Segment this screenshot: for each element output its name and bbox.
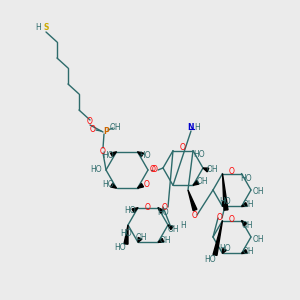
Text: OH: OH <box>159 236 171 245</box>
Polygon shape <box>242 202 247 206</box>
Text: OH: OH <box>109 122 121 131</box>
Text: S: S <box>43 23 49 32</box>
Polygon shape <box>193 181 199 185</box>
Text: HO: HO <box>114 244 126 253</box>
Polygon shape <box>223 202 226 206</box>
Polygon shape <box>110 184 116 188</box>
Text: OH: OH <box>243 200 254 209</box>
Text: H: H <box>180 220 186 230</box>
Polygon shape <box>158 238 164 242</box>
Polygon shape <box>188 190 197 211</box>
Text: O: O <box>150 166 156 175</box>
Text: OH: OH <box>243 247 254 256</box>
Text: HO: HO <box>220 244 231 253</box>
Text: OH: OH <box>252 188 264 196</box>
Text: HO: HO <box>220 197 231 206</box>
Text: HO: HO <box>157 208 169 217</box>
Text: OH: OH <box>135 233 147 242</box>
Text: O: O <box>217 214 223 223</box>
Polygon shape <box>132 208 138 212</box>
Text: O: O <box>192 211 198 220</box>
Text: HO: HO <box>193 150 205 159</box>
Polygon shape <box>137 184 143 188</box>
Polygon shape <box>110 152 116 157</box>
Text: HO: HO <box>140 151 151 160</box>
Text: O: O <box>100 146 106 155</box>
Text: O: O <box>229 167 235 176</box>
Text: OH: OH <box>242 221 253 230</box>
Text: OH: OH <box>196 177 208 186</box>
Polygon shape <box>138 237 142 242</box>
Polygon shape <box>137 152 143 157</box>
Text: OH: OH <box>252 235 264 244</box>
Polygon shape <box>168 225 173 230</box>
Text: N: N <box>188 124 194 133</box>
Polygon shape <box>242 220 247 226</box>
Text: H: H <box>35 23 41 32</box>
Text: HO: HO <box>90 166 102 175</box>
Text: OH: OH <box>167 224 179 233</box>
Text: OH: OH <box>206 166 218 175</box>
Polygon shape <box>213 220 223 255</box>
Text: O: O <box>229 215 235 224</box>
Text: O: O <box>152 166 158 175</box>
Text: HO: HO <box>103 180 114 189</box>
Polygon shape <box>158 208 164 213</box>
Text: O: O <box>87 118 93 127</box>
Polygon shape <box>242 250 247 254</box>
Text: P: P <box>103 128 109 136</box>
Text: HO: HO <box>241 174 252 183</box>
Polygon shape <box>223 173 228 210</box>
Polygon shape <box>124 225 128 244</box>
Text: O: O <box>162 202 168 211</box>
Text: O: O <box>145 202 151 211</box>
Text: HO: HO <box>124 206 136 215</box>
Text: H: H <box>194 122 200 131</box>
Text: HO: HO <box>120 229 132 238</box>
Text: O: O <box>90 125 96 134</box>
Text: O: O <box>180 143 186 152</box>
Polygon shape <box>223 249 226 254</box>
Polygon shape <box>203 168 209 172</box>
Text: O: O <box>144 180 149 189</box>
Text: HO: HO <box>103 151 114 160</box>
Text: HO: HO <box>204 254 216 263</box>
